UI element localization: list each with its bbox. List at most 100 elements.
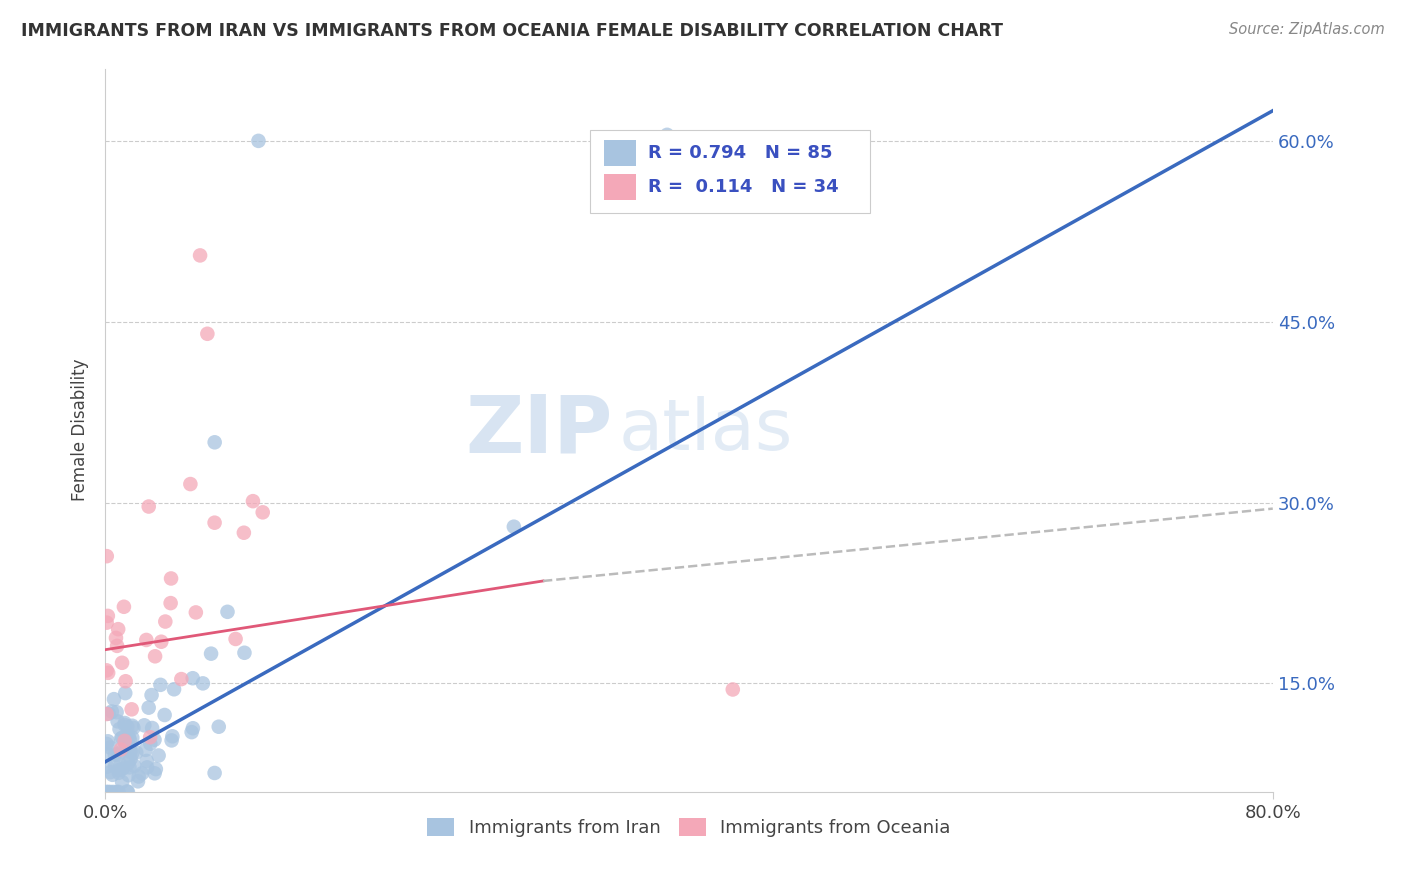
Point [135,754,157,768]
Point [502,519,524,533]
Point [114,718,136,732]
Point [136,760,159,774]
Text: R = 0.794   N = 85: R = 0.794 N = 85 [648,145,832,162]
Point [247,134,270,148]
Point [101,705,124,719]
Point [121,731,143,745]
Point [97,747,120,762]
Point [141,688,163,702]
Point [181,721,204,735]
Point [108,763,131,777]
Point [135,743,157,757]
Point [96,785,118,799]
Point [131,766,153,780]
Point [204,516,226,530]
Point [103,785,125,799]
Point [121,702,143,716]
Point [114,716,136,731]
Point [115,732,138,747]
Point [181,671,204,685]
Point [104,631,127,645]
Point [188,248,211,262]
Point [96,615,118,630]
Point [233,646,256,660]
Point [117,736,139,750]
Point [122,721,145,735]
Point [103,692,125,706]
Point [105,785,128,799]
Point [150,634,173,648]
Point [120,744,142,758]
Point [104,747,127,762]
Point [96,760,118,774]
Point [148,748,170,763]
Point [114,734,136,748]
Point [117,756,139,770]
Point [721,682,744,697]
Point [138,500,160,514]
Point [184,606,207,620]
Point [155,615,177,629]
Point [655,128,678,142]
Point [110,757,132,772]
Point [117,768,139,782]
Point [97,665,120,680]
Point [97,608,120,623]
Legend: Immigrants from Iran, Immigrants from Oceania: Immigrants from Iran, Immigrants from Oc… [420,811,957,845]
Point [115,720,138,734]
Point [135,632,157,647]
Text: R =  0.114   N = 34: R = 0.114 N = 34 [648,178,839,196]
Point [139,730,162,744]
Point [153,708,176,723]
Point [191,676,214,690]
Point [97,706,120,721]
Point [127,774,149,789]
Point [114,736,136,750]
FancyBboxPatch shape [603,140,637,166]
Text: IMMIGRANTS FROM IRAN VS IMMIGRANTS FROM OCEANIA FEMALE DISABILITY CORRELATION CH: IMMIGRANTS FROM IRAN VS IMMIGRANTS FROM … [21,22,1002,40]
Point [138,700,160,714]
Point [111,775,134,789]
Point [108,722,131,736]
Point [143,766,166,780]
Point [104,759,127,773]
Point [96,549,118,563]
Point [160,733,183,747]
Point [107,622,129,636]
Point [107,714,129,729]
Point [110,731,132,746]
Point [105,705,128,719]
Point [149,678,172,692]
Point [143,649,166,664]
Point [111,731,134,745]
Point [125,746,148,760]
Point [204,435,226,450]
Point [242,494,264,508]
Point [232,525,254,540]
Point [111,656,134,670]
Point [117,785,139,799]
Point [118,730,141,744]
FancyBboxPatch shape [589,130,870,213]
Point [97,734,120,748]
Point [141,721,163,735]
Point [204,766,226,780]
Point [107,765,129,780]
Point [121,746,143,760]
Point [105,639,128,653]
Point [100,740,122,755]
Text: atlas: atlas [619,396,793,465]
Point [143,732,166,747]
Point [179,477,201,491]
Point [162,729,184,743]
Point [134,718,156,732]
Point [195,326,218,341]
Point [159,596,181,610]
Point [100,785,122,799]
Point [180,725,202,739]
Text: Source: ZipAtlas.com: Source: ZipAtlas.com [1229,22,1385,37]
Point [115,784,138,798]
Point [122,759,145,773]
Point [225,632,247,646]
Point [139,737,162,751]
